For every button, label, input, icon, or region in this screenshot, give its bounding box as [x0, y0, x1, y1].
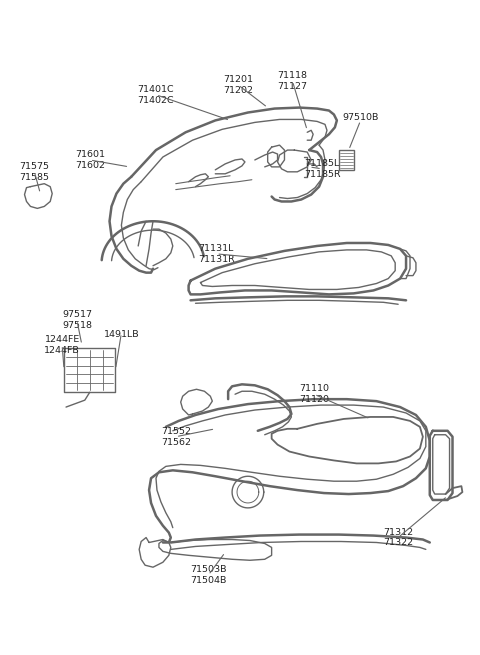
Text: 71110
71120: 71110 71120: [299, 384, 329, 404]
Text: 71552
71562: 71552 71562: [161, 427, 191, 447]
Text: 71601
71602: 71601 71602: [75, 150, 105, 170]
Text: 1244FE
1244FB: 1244FE 1244FB: [44, 335, 80, 354]
Text: 71575
71585: 71575 71585: [19, 162, 49, 181]
Text: 71503B
71504B: 71503B 71504B: [190, 565, 227, 585]
Text: 71401C
71402C: 71401C 71402C: [138, 85, 174, 105]
Text: 71118
71127: 71118 71127: [277, 71, 307, 91]
Text: 71131L
71131R: 71131L 71131R: [198, 244, 235, 264]
Text: 97510B: 97510B: [342, 113, 379, 122]
Text: 71312
71322: 71312 71322: [383, 528, 413, 548]
Text: 97517
97518: 97517 97518: [62, 310, 92, 330]
Text: 71201
71202: 71201 71202: [223, 75, 253, 95]
Text: 71185L
71185R: 71185L 71185R: [304, 159, 340, 179]
Text: 1491LB: 1491LB: [104, 330, 139, 339]
